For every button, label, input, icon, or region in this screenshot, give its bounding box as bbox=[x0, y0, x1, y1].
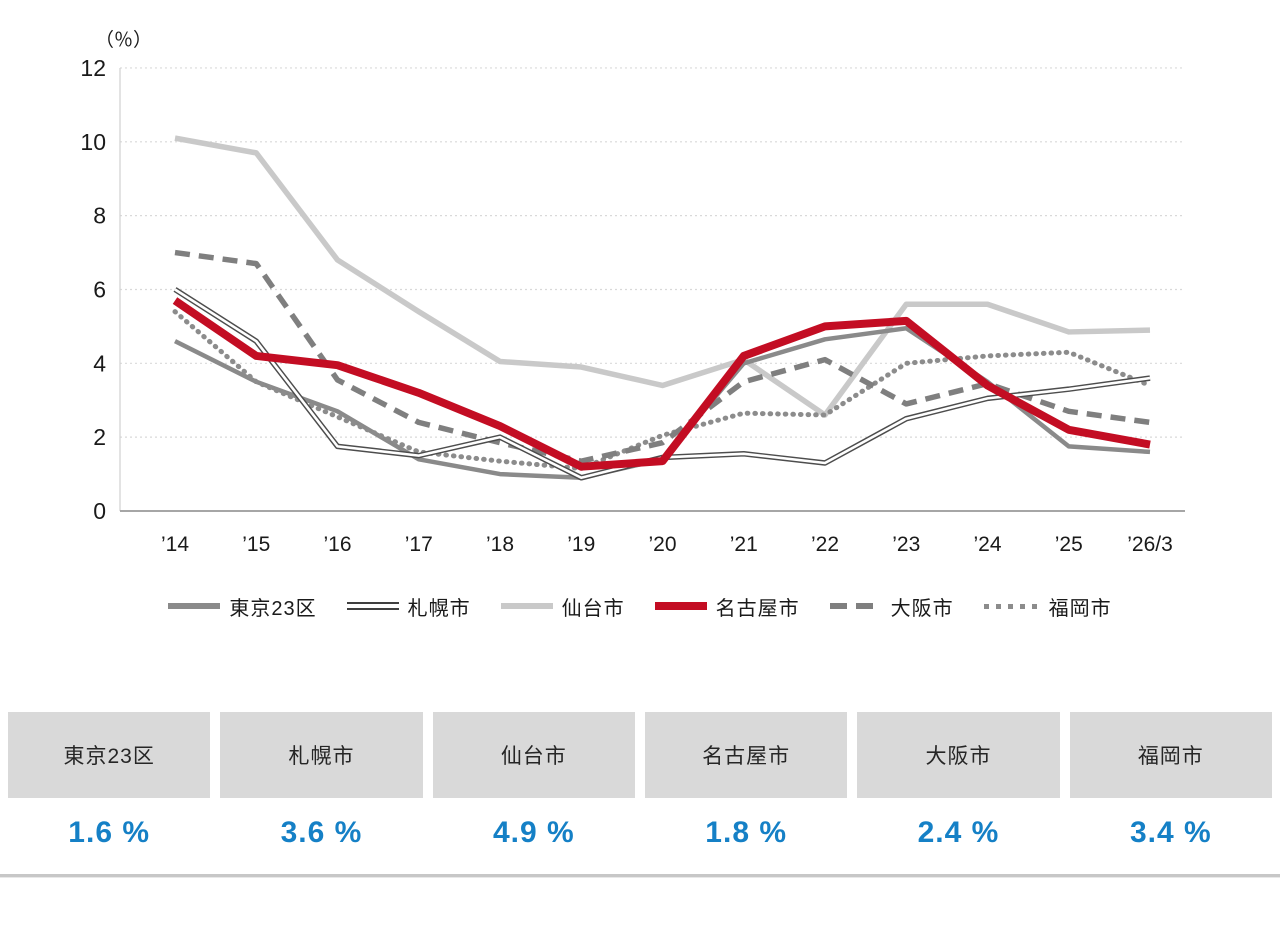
y-axis-tick-label: 4 bbox=[93, 350, 106, 376]
x-axis-tick-label: ’25 bbox=[1055, 533, 1083, 556]
summary-col-osaka: 大阪市 2.4 % bbox=[857, 712, 1060, 868]
summary-value-fukuoka: 3.4 % bbox=[1069, 798, 1272, 868]
bottom-divider bbox=[0, 874, 1280, 878]
summary-table: 東京23区 1.6 % 札幌市 3.6 % 仙台市 4.9 % 名古屋市 1.8 % 大阪市 2.… bbox=[8, 712, 1272, 868]
legend-swatch-osaka-icon bbox=[829, 603, 882, 609]
legend-label-fukuoka: 福岡市 bbox=[1048, 597, 1112, 620]
summary-header-tokyo: 東京23区 bbox=[8, 712, 211, 798]
legend-swatch-nagoya-icon bbox=[654, 602, 707, 610]
series-line-sendai bbox=[174, 135, 1151, 418]
x-axis-tick-label: ’20 bbox=[648, 533, 676, 556]
x-axis-tick-label: ’21 bbox=[730, 533, 758, 556]
legend-label-sapporo: 札幌市 bbox=[407, 597, 471, 620]
summary-col-sapporo: 札幌市 3.6 % bbox=[220, 712, 423, 868]
x-axis-tick-label: ’24 bbox=[973, 533, 1001, 556]
x-axis-tick-label: ’16 bbox=[323, 533, 351, 556]
legend-label-sendai: 仙台市 bbox=[561, 597, 625, 620]
vacancy-chart-svg: 0 2 4 6 8 10 12 （％） ’14 ’15 ’16 ’17 ’18 ’19 ’20 ’21 ’22 ’… bbox=[80, 29, 1185, 556]
legend-item-sapporo: 札幌市 bbox=[346, 592, 471, 621]
legend-item-nagoya: 名古屋市 bbox=[654, 592, 800, 621]
y-axis-tick-label: 8 bbox=[93, 203, 106, 229]
y-axis-tick-label: 6 bbox=[93, 276, 106, 302]
x-axis-tick-label: ’15 bbox=[242, 533, 270, 556]
summary-value-nagoya: 1.8 % bbox=[644, 798, 848, 868]
legend-label-osaka: 大阪市 bbox=[890, 597, 954, 620]
x-axis-tick-label: ’14 bbox=[161, 533, 189, 556]
summary-value-sendai: 4.9 % bbox=[432, 798, 635, 868]
summary-value-sapporo: 3.6 % bbox=[220, 798, 423, 868]
legend-label-nagoya: 名古屋市 bbox=[715, 597, 800, 620]
summary-col-nagoya: 名古屋市 1.8 % bbox=[644, 712, 848, 868]
legend-item-tokyo: 東京23区 bbox=[168, 592, 316, 621]
legend-item-sendai: 仙台市 bbox=[500, 592, 625, 621]
summary-header-osaka: 大阪市 bbox=[857, 712, 1060, 798]
series-line-fukuoka bbox=[172, 309, 1153, 472]
y-axis-tick-label: 12 bbox=[80, 55, 106, 81]
summary-value-osaka: 2.4 % bbox=[857, 798, 1060, 868]
series-line-nagoya bbox=[172, 297, 1151, 471]
x-axis-tick-label: ’18 bbox=[486, 533, 514, 556]
chart-legend: 東京23区 札幌市 仙台市 名古屋市 大阪市 福岡市 bbox=[0, 586, 1280, 626]
x-axis-tick-label: ’19 bbox=[567, 533, 595, 556]
vacancy-rate-chart: 0 2 4 6 8 10 12 （％） ’14 ’15 ’16 ’17 ’18 ’19 ’20 ’21 ’22 ’… bbox=[80, 29, 1185, 556]
summary-header-nagoya: 名古屋市 bbox=[644, 712, 848, 798]
y-axis-tick-label: 0 bbox=[93, 498, 106, 524]
legend-item-fukuoka: 福岡市 bbox=[983, 592, 1112, 621]
legend-label-tokyo: 東京23区 bbox=[229, 597, 317, 620]
y-axis-tick-label: 2 bbox=[93, 424, 106, 450]
summary-header-fukuoka: 福岡市 bbox=[1069, 712, 1272, 798]
series-line-osaka bbox=[174, 249, 1151, 464]
x-axis-tick-label: ’17 bbox=[405, 533, 433, 556]
x-axis-tick-label: ’22 bbox=[811, 533, 839, 556]
legend-swatch-sapporo-icon bbox=[346, 602, 399, 610]
summary-header-sendai: 仙台市 bbox=[432, 712, 635, 798]
current-vacancy-summary: 東京23区 1.6 % 札幌市 3.6 % 仙台市 4.9 % 名古屋市 1.8 % 大阪市 2.… bbox=[8, 712, 1272, 868]
summary-value-tokyo: 1.6 % bbox=[8, 798, 211, 868]
legend-swatch-tokyo-icon bbox=[168, 603, 221, 609]
summary-col-fukuoka: 福岡市 3.4 % bbox=[1069, 712, 1272, 868]
x-axis-tick-label: ’23 bbox=[892, 533, 920, 556]
y-axis-unit-label: （％） bbox=[95, 29, 152, 51]
y-axis-tick-label: 10 bbox=[80, 129, 106, 155]
legend-item-osaka: 大阪市 bbox=[829, 592, 954, 621]
legend-swatch-fukuoka-icon bbox=[983, 603, 1040, 609]
summary-col-tokyo: 東京23区 1.6 % bbox=[8, 712, 211, 868]
summary-col-sendai: 仙台市 4.9 % bbox=[432, 712, 635, 868]
x-axis-tick-label: ’26/3 bbox=[1127, 533, 1173, 556]
legend-swatch-sendai-icon bbox=[500, 603, 553, 609]
summary-header-sapporo: 札幌市 bbox=[220, 712, 423, 798]
